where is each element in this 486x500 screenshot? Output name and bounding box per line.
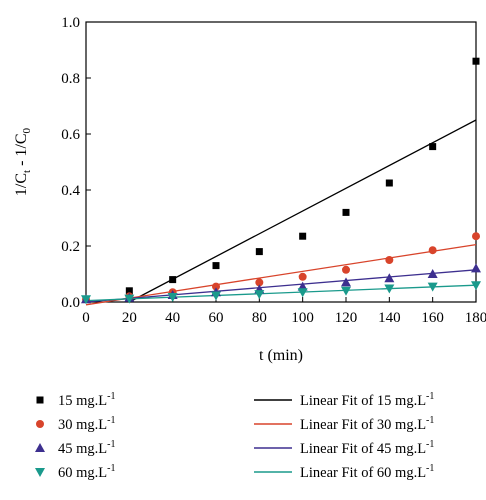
- x-tick-label: 120: [335, 310, 358, 326]
- data-point-s2: [428, 246, 437, 255]
- y-axis-title: 1/Ct - 1/C0: [13, 127, 33, 196]
- data-point-s1: [429, 143, 437, 151]
- data-point-s1: [342, 208, 350, 216]
- x-tick-label: 60: [209, 310, 224, 326]
- plot-area: [85, 21, 477, 303]
- x-tick-label: 40: [165, 310, 180, 326]
- x-tick-label: 80: [252, 310, 267, 326]
- data-point-s1: [472, 57, 480, 65]
- data-point-s4: [297, 288, 308, 298]
- legend: 15 mg.L-1 Linear Fit of 15 mg.L-1 30 mg.L-…: [35, 391, 434, 481]
- y-tick-label: 1.0: [61, 15, 80, 31]
- x-tick-label: 0: [82, 310, 90, 326]
- data-point-s1: [125, 287, 133, 295]
- y-axis-title-sub-t: t: [21, 170, 33, 173]
- legend-fit-label-1: Linear Fit of 15 mg.L-1: [300, 391, 434, 409]
- data-point-s4: [81, 295, 91, 305]
- data-point-s2: [385, 256, 394, 264]
- data-point-s3: [341, 277, 351, 287]
- data-point-s2: [255, 278, 264, 287]
- x-axis-title: t (min): [259, 347, 303, 364]
- y-tick-label: 0.2: [61, 239, 80, 255]
- y-tick-label: 0.6: [61, 127, 80, 143]
- x-axis: 0 20 40 60 80 100 120 140 160 180: [82, 297, 486, 326]
- y-axis-title-sub-0: 0: [21, 127, 33, 133]
- legend-label-2: 30 mg.L-1: [58, 415, 115, 433]
- data-point-s4: [341, 286, 351, 296]
- data-point-s2: [212, 282, 220, 291]
- data-point-s4: [254, 290, 265, 300]
- data-point-s1: [385, 179, 393, 187]
- y-axis-title-mid: - 1/C: [13, 133, 30, 169]
- y-tick-label: 0.0: [61, 295, 80, 311]
- data-point-s4: [167, 292, 178, 302]
- legend-label-3: 45 mg.L-1: [58, 439, 115, 457]
- data-point-s4: [124, 294, 135, 304]
- data-point-s3: [384, 273, 395, 283]
- data-point-s1: [299, 232, 307, 240]
- data-point-s3: [471, 263, 481, 273]
- x-tick-label: 180: [465, 310, 486, 326]
- data-point-s3: [427, 269, 438, 278]
- data-point-s4: [384, 284, 395, 294]
- fit-line-1: [129, 119, 477, 303]
- x-tick-label: 160: [421, 310, 444, 326]
- data-point-s2: [472, 232, 480, 241]
- x-tick-label: 20: [122, 310, 137, 326]
- legend-label-1: 15 mg.L-1: [58, 391, 115, 409]
- data-point-s4: [211, 291, 221, 301]
- legend-marker-1: [36, 396, 44, 404]
- plot-frame: [85, 21, 477, 303]
- y-axis-title-base: 1/C: [13, 173, 30, 196]
- data-point-s2: [342, 265, 350, 274]
- data-points: [81, 57, 481, 305]
- data-point-s1: [212, 262, 220, 270]
- y-tick-label: 0.4: [61, 183, 80, 199]
- data-point-s4: [471, 281, 481, 291]
- fit-lines: [85, 119, 477, 306]
- fit-line-4: [85, 284, 477, 302]
- legend-fit-label-2: Linear Fit of 30 mg.L-1: [300, 415, 434, 433]
- data-point-s1: [255, 248, 263, 256]
- legend-fit-label-4: Linear Fit of 60 mg.L-1: [300, 463, 434, 481]
- legend-marker-2: [36, 420, 44, 428]
- data-point-s4: [427, 282, 438, 292]
- legend-fit-label-3: Linear Fit of 45 mg.L-1: [300, 439, 434, 457]
- fit-line-3: [85, 269, 477, 303]
- y-axis: 0.0 0.2 0.4 0.6 0.8 1.0: [61, 15, 91, 311]
- legend-marker-4: [35, 468, 45, 477]
- y-tick-label: 0.8: [61, 71, 80, 87]
- legend-label-4: 60 mg.L-1: [58, 463, 115, 481]
- fit-line-2: [85, 243, 477, 306]
- x-tick-label: 100: [291, 310, 314, 326]
- x-tick-label: 140: [378, 310, 401, 326]
- legend-marker-3: [35, 443, 45, 452]
- data-point-s1: [169, 276, 177, 284]
- data-point-s2: [298, 272, 307, 281]
